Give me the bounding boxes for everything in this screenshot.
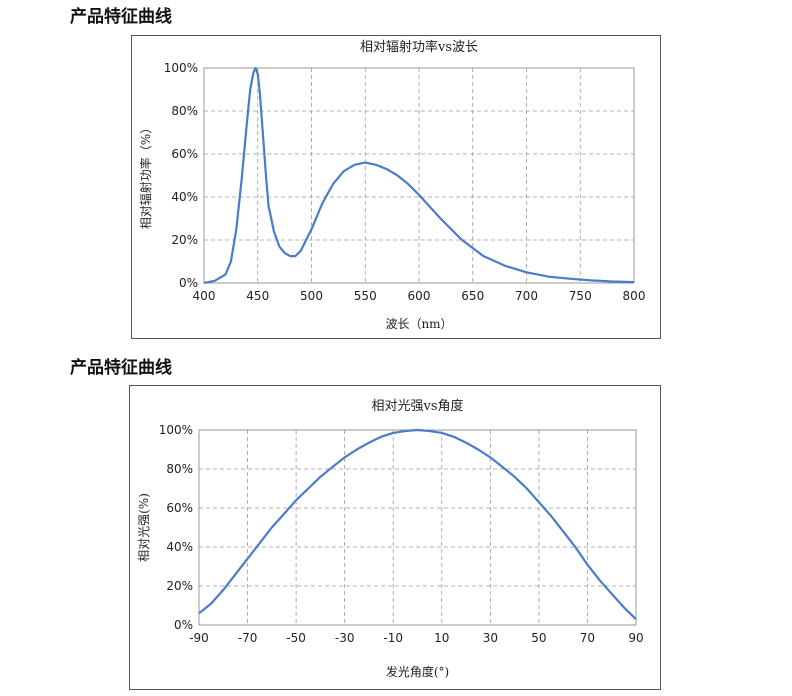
x-tick-label: 70	[580, 631, 595, 645]
x-tick-label: 50	[531, 631, 546, 645]
y-tick-label: 100%	[164, 61, 198, 75]
x-tick-label: -30	[335, 631, 355, 645]
y-tick-label: 20%	[171, 233, 198, 247]
x-tick-label: -70	[238, 631, 258, 645]
chart-title: 相对辐射功率vs波长	[360, 39, 478, 55]
x-tick-label: 90	[628, 631, 643, 645]
plot-frame	[203, 67, 635, 284]
angle-chart: 0% 20% 40% 60% 80% 100% -90 -70 -50 -30 -10 10 30 50 7…	[129, 385, 661, 690]
y-axis-label: 相对辐射功率（%）	[138, 122, 153, 229]
x-tick-label: 10	[434, 631, 449, 645]
y-tick-label: 20%	[166, 579, 193, 593]
x-tick-label: 400	[193, 289, 216, 303]
x-tick-label: 550	[354, 289, 377, 303]
angle-chart-svg: 0% 20% 40% 60% 80% 100% -90 -70 -50 -30 -10 10 30 50 7…	[137, 398, 644, 679]
y-tick-label: 40%	[171, 190, 198, 204]
y-tick-label: 0%	[174, 618, 193, 632]
data-series-line	[198, 428, 637, 620]
x-tick-label: 450	[246, 289, 269, 303]
y-tick-label: 60%	[166, 501, 193, 515]
y-tick-label: 80%	[171, 104, 198, 118]
chart-title: 相对光强vs角度	[371, 398, 463, 414]
x-tick-label: 600	[408, 289, 431, 303]
y-axis-label: 相对光强(%)	[137, 493, 151, 562]
y-tick-label: 100%	[159, 423, 193, 437]
y-tick-label: 40%	[166, 540, 193, 554]
plot-frame	[198, 429, 637, 626]
x-tick-label: 800	[623, 289, 646, 303]
x-tick-label: 500	[300, 289, 323, 303]
section-title-angle: 产品特征曲线	[70, 358, 172, 378]
section-title-spectrum: 产品特征曲线	[70, 7, 172, 27]
x-tick-label: 750	[569, 289, 592, 303]
data-series-line	[203, 66, 635, 285]
x-tick-label: 30	[483, 631, 498, 645]
x-tick-label: 700	[515, 289, 538, 303]
y-tick-label: 60%	[171, 147, 198, 161]
x-tick-label: -90	[189, 631, 209, 645]
x-tick-label: 650	[461, 289, 484, 303]
x-tick-label: -10	[383, 631, 403, 645]
x-axis-label: 波长（nm）	[385, 317, 452, 331]
spectrum-chart-svg: 0% 20% 40% 60% 80% 100% 400 450 500 550 600 650 700 7…	[138, 39, 646, 331]
y-tick-label: 0%	[179, 276, 198, 290]
spectrum-chart: 0% 20% 40% 60% 80% 100% 400 450 500 550 600 650 700 7…	[131, 35, 661, 339]
y-tick-label: 80%	[166, 462, 193, 476]
x-axis-label: 发光角度(°)	[386, 664, 449, 679]
x-tick-label: -50	[286, 631, 306, 645]
